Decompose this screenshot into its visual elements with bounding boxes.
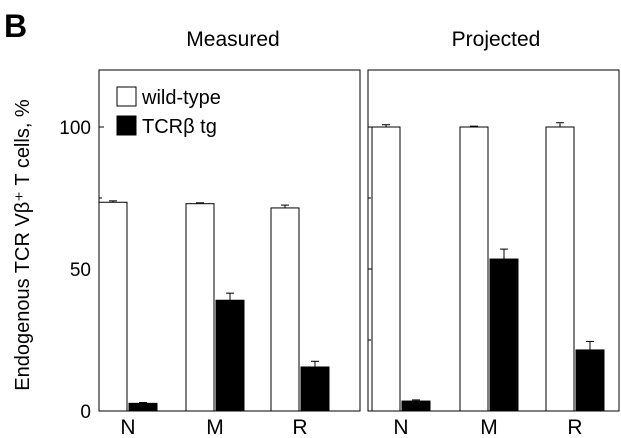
category-label: N (120, 416, 135, 438)
bar-tcr-tg-m (489, 258, 519, 412)
panel-projected: Projected N M R (367, 28, 620, 438)
panel-letter: B (4, 8, 27, 44)
y-axis-label: Endogenous TCR Vβ⁺ T cells, % (12, 99, 34, 391)
bars-measured (98, 200, 330, 412)
y-tick-label: 0 (80, 402, 91, 423)
category-label: R (292, 416, 307, 438)
bar-tcr-tg-n (128, 402, 158, 412)
category-label: M (206, 416, 224, 438)
category-label: M (480, 416, 498, 438)
legend-swatch-tcr-tg (116, 115, 137, 136)
bar-wild-type-m (185, 203, 215, 412)
bar-tcr-tg-n (401, 400, 431, 412)
bar-wild-type-n (98, 201, 128, 412)
bar-tcr-tg-r (300, 366, 330, 412)
y-axis-ticks: 0 50 100 (59, 118, 104, 423)
panel-title-projected: Projected (452, 28, 541, 51)
bar-wild-type-r (545, 126, 575, 412)
category-label: N (393, 416, 408, 438)
legend-swatch-wild-type (116, 86, 137, 107)
category-label: R (567, 416, 582, 438)
legend-label-wild-type: wild-type (141, 87, 221, 109)
bar-wild-type-r (270, 207, 300, 412)
panel-title-measured: Measured (186, 28, 279, 51)
bar-tcr-tg-m (215, 299, 245, 412)
legend: wild-type TCRβ tg (116, 86, 221, 138)
bar-wild-type-n (371, 126, 401, 412)
bar-tcr-tg-r (575, 349, 605, 412)
y-tick-label: 50 (70, 260, 91, 281)
legend-label-tcr-tg: TCRβ tg (142, 116, 217, 138)
bar-wild-type-m (459, 126, 489, 412)
panel-measured: Measured 0 50 100 N M R wild-type TCRβ tg (59, 28, 361, 438)
bars-projected (371, 122, 605, 412)
y-tick-label: 100 (59, 118, 91, 139)
